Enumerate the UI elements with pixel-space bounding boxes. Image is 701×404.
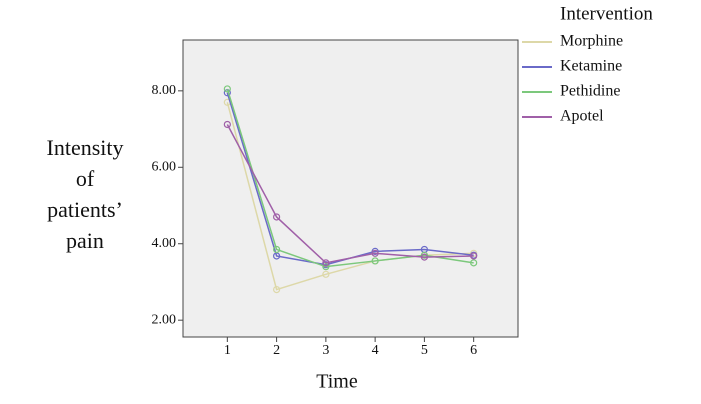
x-tick-label: 1 bbox=[224, 343, 231, 358]
data-point bbox=[322, 270, 330, 278]
x-tick-label: 4 bbox=[372, 343, 379, 358]
data-point bbox=[420, 253, 428, 261]
data-point bbox=[470, 259, 478, 267]
x-tick-label: 6 bbox=[470, 343, 477, 358]
plot-area bbox=[182, 39, 519, 338]
data-point bbox=[273, 286, 281, 294]
x-tick-label: 2 bbox=[273, 343, 280, 358]
series-line bbox=[226, 102, 474, 291]
data-point bbox=[223, 120, 231, 129]
data-point bbox=[322, 259, 330, 267]
data-point bbox=[371, 257, 379, 265]
data-point bbox=[273, 245, 281, 254]
y-tick-label: 4.00 bbox=[152, 236, 177, 251]
data-point bbox=[470, 252, 478, 260]
x-axis-label: Time bbox=[316, 371, 358, 393]
legend-label: Morphine bbox=[560, 33, 623, 50]
y-tick-label: 2.00 bbox=[152, 312, 177, 327]
legend-label: Pethidine bbox=[560, 83, 620, 100]
x-tick-label: 5 bbox=[421, 343, 428, 358]
legend-label: Ketamine bbox=[560, 58, 622, 75]
y-axis-label: of bbox=[76, 166, 95, 191]
data-point bbox=[273, 213, 281, 221]
y-axis-label: pain bbox=[66, 228, 104, 253]
y-axis-label: Intensity bbox=[47, 135, 124, 160]
data-point bbox=[371, 249, 379, 257]
legend-title: Intervention bbox=[560, 3, 653, 24]
y-tick-label: 6.00 bbox=[152, 160, 177, 175]
series-line bbox=[226, 124, 474, 264]
legend-label: Apotel bbox=[560, 108, 604, 125]
y-tick-label: 8.00 bbox=[152, 83, 177, 98]
data-point bbox=[223, 85, 231, 93]
data-point bbox=[322, 263, 330, 271]
y-axis-label: patients’ bbox=[47, 197, 123, 222]
x-tick-label: 3 bbox=[322, 343, 329, 358]
